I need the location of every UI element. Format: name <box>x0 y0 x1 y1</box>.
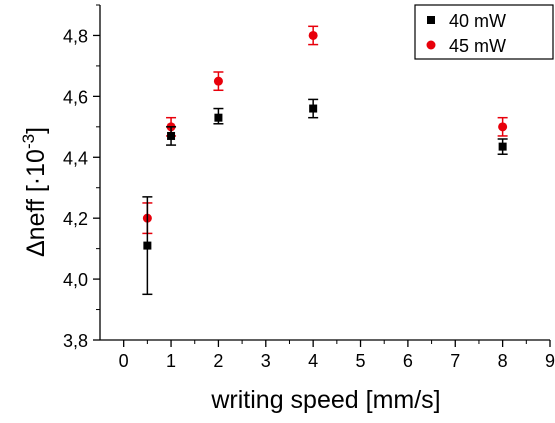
x-tick-label: 3 <box>261 351 271 371</box>
y-axis-title-main: Δneff [·10 <box>22 149 50 257</box>
series-40-mw <box>142 98 508 296</box>
x-tick-label: 7 <box>450 351 460 371</box>
legend-label: 45 mW <box>449 36 506 56</box>
data-point-square <box>498 142 507 151</box>
legend-marker-square <box>427 16 435 24</box>
y-tick-label: 4,2 <box>63 209 88 229</box>
x-tick-label: 1 <box>166 351 176 371</box>
x-tick-label: 6 <box>403 351 413 371</box>
x-tick-label: 9 <box>545 351 555 371</box>
y-axis-title-close: ] <box>22 127 50 134</box>
x-tick-label: 5 <box>356 351 366 371</box>
data-point-circle <box>498 122 508 132</box>
data-point-square <box>167 131 176 140</box>
axes: 0 1 2 3 4 5 6 7 8 9 3,8 4,0 4,2 4,4 4,6 4,8 <box>63 4 555 371</box>
x-tick-label: 8 <box>498 351 508 371</box>
legend-marker-circle <box>426 40 436 50</box>
data-point-circle <box>308 30 318 40</box>
x-tick-label: 0 <box>119 351 129 371</box>
y-tick-label: 4,8 <box>63 26 88 46</box>
legend-box <box>414 4 554 60</box>
x-tick-label: 2 <box>213 351 223 371</box>
data-point-circle <box>213 76 223 86</box>
data-point-square <box>143 241 152 250</box>
legend-label: 40 mW <box>449 11 506 31</box>
y-tick-label: 4,6 <box>63 87 88 107</box>
x-tick-label: 4 <box>308 351 318 371</box>
legend: 40 mW 45 mW <box>414 4 554 60</box>
data-series <box>142 25 508 296</box>
y-axis-title-exponent: -3 <box>19 134 38 149</box>
y-tick-label: 3,8 <box>63 331 88 351</box>
y-tick-label: 4,0 <box>63 270 88 290</box>
y-axis-title: Δneff [·10-3] <box>19 127 50 257</box>
y-tick-label: 4,4 <box>63 148 88 168</box>
data-point-square <box>309 104 318 113</box>
data-point-square <box>214 113 223 122</box>
x-axis-title: writing speed [mm/s] <box>210 386 440 414</box>
